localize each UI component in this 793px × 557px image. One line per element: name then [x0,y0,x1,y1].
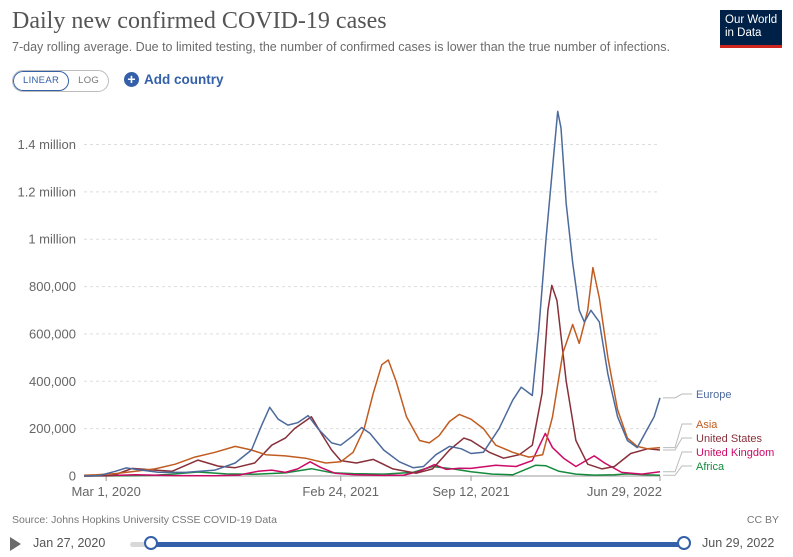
legend-connector-united-states [663,437,692,451]
logo-line-1: Our World [725,14,778,26]
legend-connector-united-kingdom [663,451,692,473]
y-tick-label-5: 1 million [28,232,76,247]
series-lines [83,110,661,477]
timeline-end-date: Jun 29, 2022 [702,536,775,550]
legend-label-africa: Africa [696,461,725,473]
series-line-united-kingdom [83,432,661,477]
y-tick-label-4: 800,000 [29,279,76,294]
timeline-start-handle[interactable] [144,536,158,550]
owid-logo[interactable]: Our World in Data [720,10,782,48]
plus-circle-icon: + [124,72,139,87]
timeline-start-date: Jan 27, 2020 [33,536,106,550]
chart-subtitle: 7-day rolling average. Due to limited te… [12,40,670,54]
source-note: Source: Johns Hopkins University CSSE CO… [12,514,277,526]
legend-connector-europe [663,393,692,399]
series-line-europe [83,110,661,477]
play-icon[interactable] [10,537,21,551]
x-axis: Mar 1, 2020 Feb 24, 2021 Sep 12, 2021 Jun 2… [71,475,662,499]
scale-toggle[interactable]: LINEAR LOG [12,70,110,92]
legend-connector-africa [663,465,692,476]
timeline-slider[interactable]: Jan 27, 2020 Jun 29, 2022 [0,532,793,557]
y-tick-label-3: 600,000 [29,326,76,341]
log-scale-button[interactable]: LOG [78,75,100,86]
license-link[interactable]: CC BY [746,514,779,526]
series-legend: Europe Asia United States United Kingdom Afr… [663,389,774,476]
y-axis-tick-labels: 0 200,000 400,000 600,000 800,000 1 million 1.… [17,137,76,483]
chart-title: Daily new confirmed COVID-19 cases [12,8,387,34]
legend-connector-asia [663,423,692,449]
linear-scale-button[interactable]: LINEAR [13,71,70,91]
y-tick-label-6: 1.2 million [17,184,76,199]
legend-label-united-kingdom: United Kingdom [696,447,774,459]
y-tick-label-0: 0 [69,469,76,484]
legend-label-united-states: United States [696,433,763,445]
legend-label-europe: Europe [696,389,731,401]
x-tick-label-1: Feb 24, 2021 [302,484,379,499]
logo-line-2: in Data [725,27,762,39]
logo-accent-bar [720,45,782,48]
legend-label-asia: Asia [696,419,718,431]
x-tick-label-0: Mar 1, 2020 [71,484,140,499]
y-tick-label-1: 200,000 [29,421,76,436]
x-tick-label-3: Jun 29, 2022 [587,484,662,499]
series-line-asia [83,266,661,477]
add-country-button[interactable]: + Add country [124,72,224,87]
timeline-selected-range [152,542,684,547]
x-tick-label-2: Sep 12, 2021 [432,484,509,499]
y-tick-label-7: 1.4 million [17,137,76,152]
timeline-end-handle[interactable] [677,536,691,550]
series-line-africa [83,464,661,477]
y-tick-label-2: 400,000 [29,374,76,389]
add-country-label: Add country [144,72,224,87]
series-line-united-states [83,284,661,477]
chart-grid [84,144,660,430]
